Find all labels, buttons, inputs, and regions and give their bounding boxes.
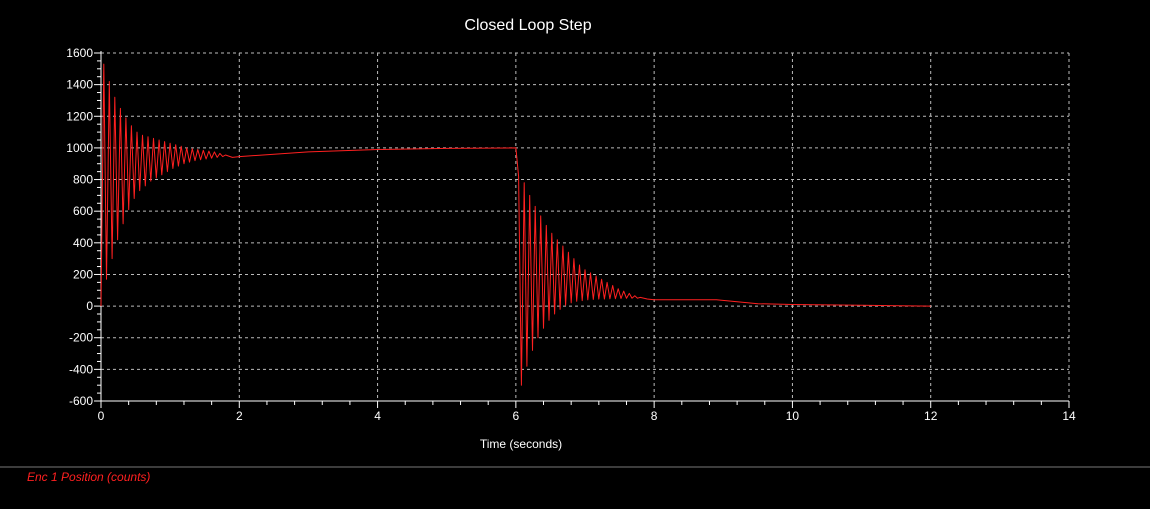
y-tick-label: -600	[69, 394, 93, 408]
y-tick-label: 1400	[66, 78, 93, 92]
x-tick-label: 12	[924, 409, 938, 423]
y-tick-label: 800	[73, 173, 93, 187]
y-tick-label: -200	[69, 331, 93, 345]
y-tick-label: -400	[69, 362, 93, 376]
y-tick-label: 1000	[66, 141, 93, 155]
x-tick-label: 8	[651, 409, 658, 423]
x-tick-label: 2	[236, 409, 243, 423]
y-tick-label: 600	[73, 204, 93, 218]
series-line-enc-1-position	[100, 63, 931, 386]
x-tick-label: 14	[1062, 409, 1076, 423]
series-layer	[100, 63, 931, 386]
x-tick-label: 10	[786, 409, 800, 423]
y-tick-label: 200	[73, 267, 93, 281]
axes-layer	[100, 51, 1069, 402]
ticks-layer: 0 2 4 6 8 10 12 14 -600 -400 -200 0 200 400 600 800 1000…	[66, 46, 1076, 423]
legend-entry-enc-1-position: Enc 1 Position (counts)	[27, 470, 150, 484]
chart-title: Closed Loop Step	[464, 17, 591, 34]
y-tick-label: 1200	[66, 109, 93, 123]
x-tick-label: 4	[374, 409, 381, 423]
x-tick-label: 0	[98, 409, 105, 423]
y-tick-label: 0	[86, 299, 93, 313]
x-axis-label: Time (seconds)	[480, 437, 562, 451]
x-tick-label: 6	[513, 409, 520, 423]
y-tick-label: 400	[73, 236, 93, 250]
y-tick-label: 1600	[66, 46, 93, 60]
